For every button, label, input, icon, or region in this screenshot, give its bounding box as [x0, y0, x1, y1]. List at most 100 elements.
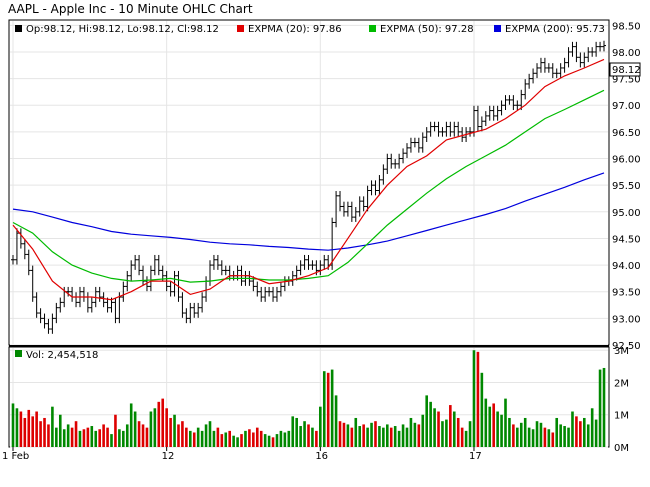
ohlc-bar — [259, 286, 264, 302]
volume-bar — [559, 424, 562, 447]
volume-bar — [267, 435, 271, 447]
ohlc-bar — [550, 63, 555, 79]
volume-bar — [551, 432, 555, 447]
volume-bar — [519, 422, 523, 447]
ohlc-bar — [306, 254, 311, 270]
ohlc-bar — [448, 121, 453, 137]
ohlc-bar — [345, 201, 350, 217]
volume-bar — [527, 427, 531, 447]
volume-bar — [295, 417, 298, 447]
volume-bar — [445, 419, 448, 447]
volume-bar — [118, 429, 121, 447]
x-tick-label: 17 — [469, 451, 482, 462]
volume-bar — [598, 369, 602, 447]
price-y-tick-label: 93.50 — [612, 288, 641, 299]
price-y-tick-label: 94.00 — [612, 261, 641, 272]
ohlc-bar — [389, 153, 394, 169]
volume-bar — [437, 411, 440, 447]
volume-bar — [452, 411, 456, 447]
volume-bar — [579, 421, 582, 447]
ohlc-bar — [570, 41, 575, 57]
volume-bar — [382, 427, 385, 447]
ohlc-bar — [215, 254, 220, 270]
ohlc-bar — [554, 68, 559, 79]
volume-bar — [362, 424, 365, 447]
last-price-label: 98.12 — [612, 65, 641, 76]
ohlc-bar — [349, 201, 354, 222]
volume-bar — [460, 427, 464, 447]
ohlc-bar — [444, 121, 449, 137]
volume-bar — [86, 427, 90, 447]
volume-bar — [535, 421, 539, 447]
ohlc-bar — [369, 180, 374, 196]
volume-bar — [386, 424, 389, 447]
ohlc-bar — [113, 297, 118, 324]
ohlc-bar — [412, 137, 417, 148]
volume-bar — [208, 421, 212, 447]
volume-bar — [55, 427, 58, 447]
volume-bar — [204, 424, 208, 447]
ohlc-bar — [377, 175, 382, 196]
volume-bar — [516, 427, 519, 447]
volume-bar — [232, 435, 235, 447]
volume-bar — [531, 429, 535, 447]
ohlc-bar — [302, 254, 307, 270]
volume-bar — [200, 430, 204, 447]
ohlc-bar — [30, 265, 35, 302]
ohlc-bar — [168, 281, 173, 297]
ohlc-bar — [274, 286, 279, 302]
volume-bar — [70, 427, 74, 447]
ohlc-bar — [298, 260, 303, 276]
ohlc-bar — [97, 286, 102, 302]
price-y-tick-label: 95.50 — [612, 181, 641, 192]
ohlc-bar — [586, 47, 591, 63]
volume-bar — [421, 414, 425, 447]
volume-y-tick-label: 3M — [614, 346, 629, 357]
volume-bar — [319, 406, 322, 447]
volume-bar — [27, 409, 31, 447]
ohlc-bar — [310, 260, 315, 270]
volume-bar — [133, 411, 137, 447]
price-y-axis: 92.50 93.00 93.50 94.00 94.50 95.00 95.50 96.00… — [612, 21, 641, 352]
ohlc-bar — [117, 292, 122, 324]
volume-bar — [583, 417, 586, 447]
volume-bar — [137, 421, 141, 447]
ohlc-bar — [101, 292, 106, 308]
price-y-tick-label: 93.00 — [612, 314, 641, 325]
volume-bar — [51, 406, 54, 447]
volume-bar — [512, 424, 515, 447]
price-y-tick-label: 95.00 — [612, 208, 641, 219]
ohlc-bar — [38, 308, 43, 324]
volume-bar — [165, 408, 168, 447]
last-price-box — [609, 62, 641, 77]
ohlc-bar — [408, 137, 413, 153]
ohlc-bar — [22, 238, 27, 260]
volume-bar — [346, 424, 350, 447]
ohlc-bar — [507, 95, 512, 105]
volume-bar — [342, 422, 346, 447]
volume-bar — [114, 414, 117, 447]
volume-bar — [141, 424, 145, 447]
volume-bar — [43, 417, 46, 447]
volume-bar — [19, 411, 23, 447]
volume-bar — [185, 427, 188, 447]
volume-bar — [47, 424, 50, 447]
ohlc-bar — [271, 286, 276, 302]
ohlc-bar — [397, 153, 402, 169]
volume-bar — [480, 372, 484, 447]
volume-bar — [563, 426, 566, 447]
ohlc-bar — [393, 159, 398, 169]
ohlc-bar — [436, 121, 441, 137]
volume-bar — [248, 429, 251, 447]
ohlc-bar — [440, 127, 445, 137]
ohlc-bar — [594, 41, 599, 57]
ema50-legend-swatch — [369, 25, 376, 32]
ohlc-bar — [562, 57, 567, 73]
ema20-line — [12, 58, 605, 301]
ohlc-bar — [420, 132, 425, 153]
volume-bar — [271, 437, 275, 447]
ohlc-bar — [523, 79, 528, 100]
volume-bar — [259, 430, 263, 447]
volume-bar — [169, 417, 172, 447]
ohlc-bar — [121, 281, 126, 302]
